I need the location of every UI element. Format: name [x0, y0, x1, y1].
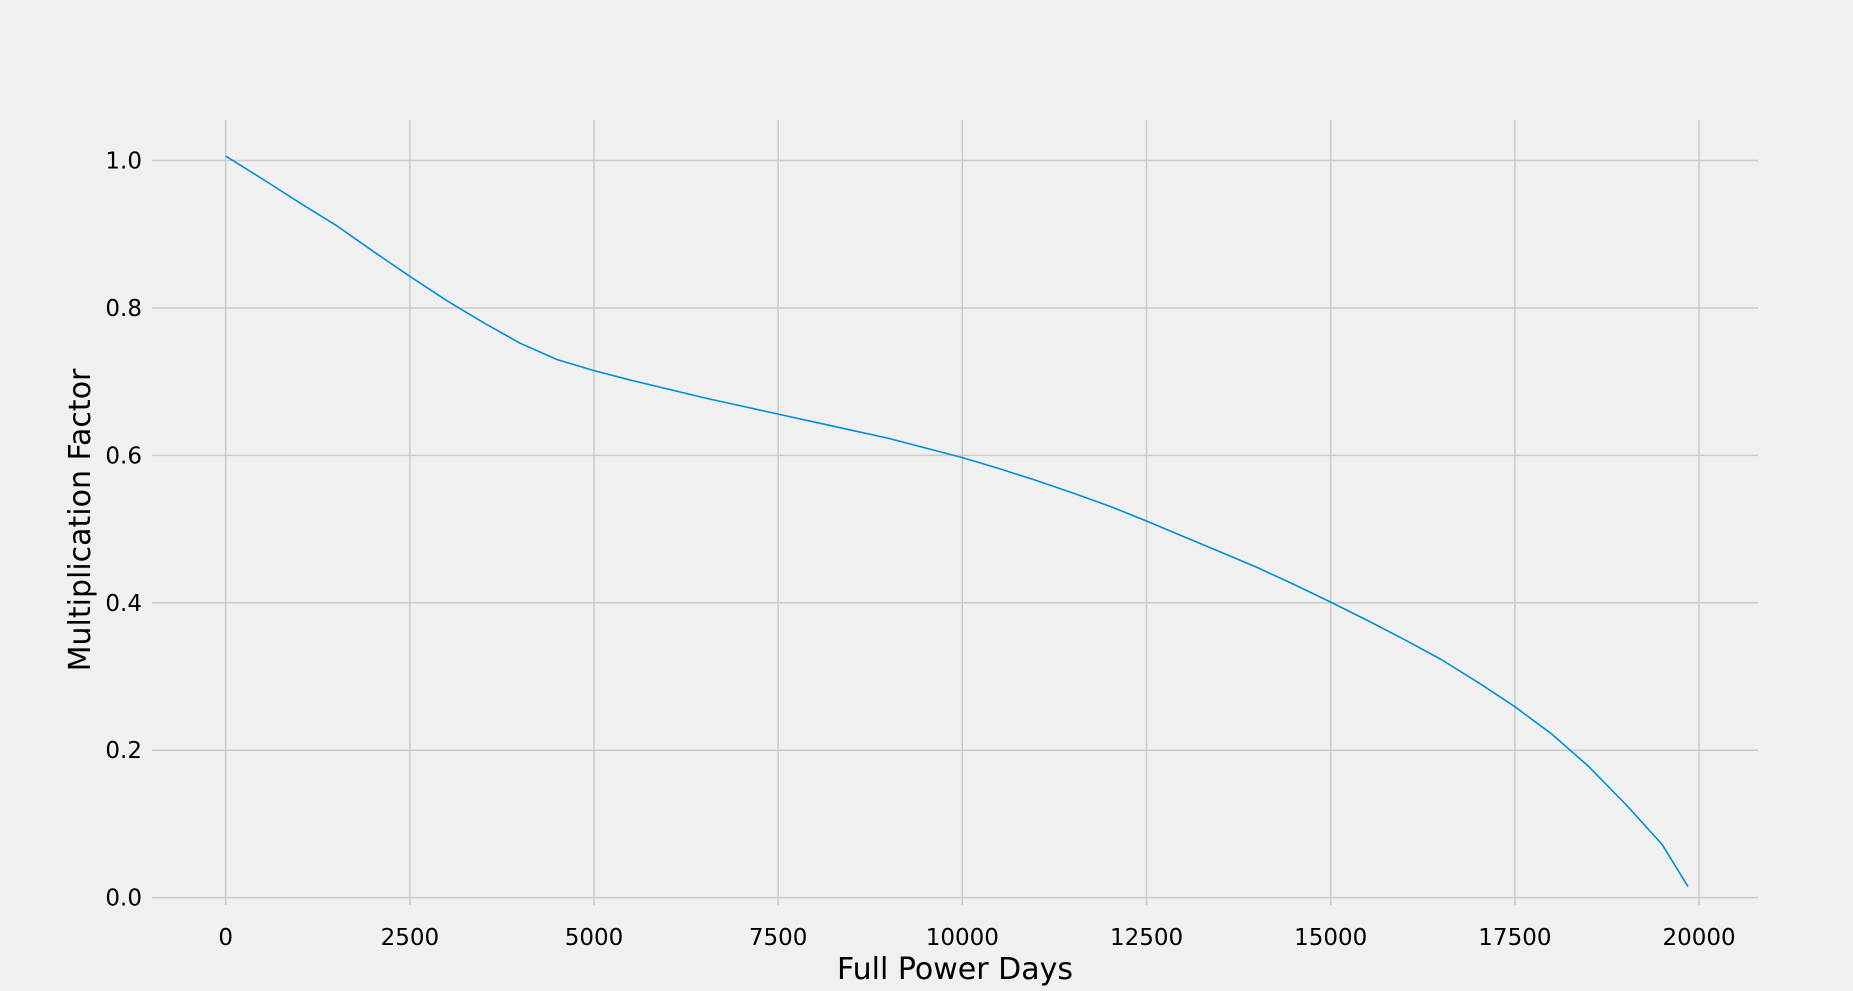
y-tick-label: 0.8: [105, 296, 142, 322]
x-tick-labels: 0 2500 5000 7500 10000 12500 15000 17500 20000: [218, 925, 1735, 951]
x-tick-label: 17500: [1478, 925, 1551, 951]
x-tick-label: 20000: [1662, 925, 1735, 951]
x-tick-label: 15000: [1294, 925, 1367, 951]
x-axis-label: Full Power Days: [837, 952, 1073, 987]
y-axis-label: Multiplication Factor: [63, 368, 98, 671]
x-tick-label: 10000: [926, 925, 999, 951]
y-tick-labels: 0.0 0.2 0.4 0.6 0.8 1.0: [105, 149, 142, 912]
x-tick-label: 7500: [749, 925, 808, 951]
x-tick-label: 12500: [1110, 925, 1183, 951]
x-tick-label: 5000: [565, 925, 624, 951]
y-tick-label: 0.0: [105, 886, 142, 912]
y-tick-label: 1.0: [105, 149, 142, 175]
x-tick-label: 0: [218, 925, 233, 951]
y-tick-label: 0.6: [105, 443, 142, 469]
vertical-gridlines: [224, 120, 1700, 905]
series-line: [225, 155, 1689, 888]
y-tick-label: 0.2: [105, 738, 142, 764]
y-tick-label: 0.4: [105, 591, 142, 617]
x-tick-label: 2500: [381, 925, 440, 951]
